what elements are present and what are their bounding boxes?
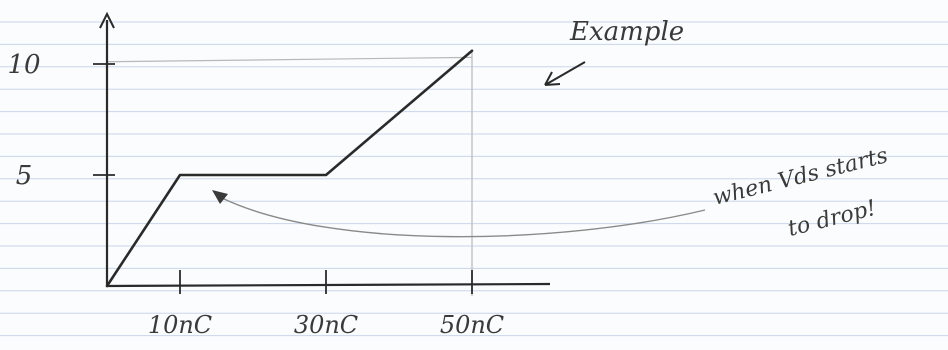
note-line-2: to drop!: [785, 196, 878, 242]
notebook-rules: [0, 21, 948, 337]
example-arrow: [544, 61, 586, 86]
series-line: [105, 49, 474, 288]
x-tick-label: 30nC: [294, 311, 358, 339]
tick-marks: [93, 63, 473, 294]
guide-lines: [106, 50, 473, 296]
axes: [99, 11, 551, 288]
x-tick-label: 10nC: [148, 311, 212, 339]
x-tick-label: 50nC: [440, 311, 504, 339]
gate-charge-curve: [105, 49, 474, 288]
y-axis-arrow: [99, 11, 115, 29]
x-axis: [106, 282, 551, 288]
note-pointer-line: [221, 197, 706, 238]
y-tick-label: 10: [7, 50, 40, 80]
example-annotation: Example: [569, 17, 684, 47]
y-tick-label: 5: [16, 161, 33, 191]
horizontal-guide: [106, 56, 473, 63]
note-arrowhead: [212, 190, 228, 204]
tick-labels: 10nC 30nC 50nC 5 10: [7, 50, 504, 339]
annotations: Example when Vds starts to drop!: [212, 17, 890, 242]
